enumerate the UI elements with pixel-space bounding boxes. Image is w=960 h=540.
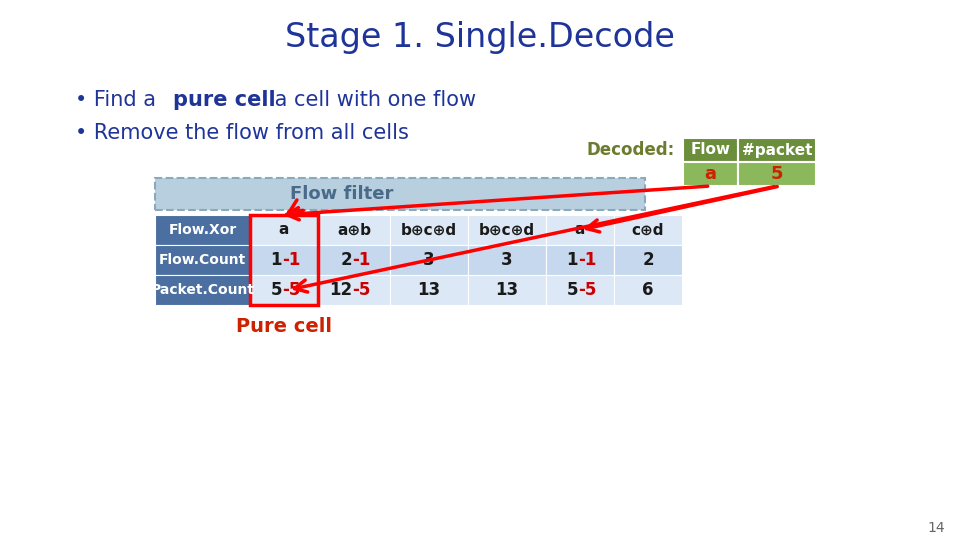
Bar — [614, 275, 682, 305]
Text: Flow filter: Flow filter — [290, 185, 393, 203]
Bar — [250, 215, 318, 305]
Text: : a cell with one flow: : a cell with one flow — [261, 90, 476, 110]
Bar — [250, 215, 318, 245]
Text: 12: 12 — [329, 281, 352, 299]
Text: • Remove the flow from all cells: • Remove the flow from all cells — [75, 123, 409, 143]
Text: pure cell: pure cell — [173, 90, 276, 110]
Text: 5: 5 — [771, 165, 783, 183]
Text: b⊕c⊕d: b⊕c⊕d — [479, 222, 535, 238]
Text: 5: 5 — [271, 281, 282, 299]
Bar — [390, 275, 468, 305]
Bar — [614, 245, 682, 275]
Text: a: a — [705, 165, 716, 183]
Bar — [250, 245, 318, 275]
Text: 13: 13 — [495, 281, 518, 299]
Text: c⊕d: c⊕d — [632, 222, 664, 238]
Text: -1: -1 — [282, 251, 300, 269]
Text: a⊕b: a⊕b — [337, 222, 371, 238]
Text: a: a — [575, 222, 586, 238]
Bar — [546, 275, 614, 305]
Text: 13: 13 — [418, 281, 441, 299]
Text: -1: -1 — [578, 251, 596, 269]
Text: 6: 6 — [642, 281, 654, 299]
Bar — [468, 275, 546, 305]
Bar — [155, 215, 250, 245]
Text: a: a — [278, 222, 289, 238]
Bar — [614, 215, 682, 245]
Text: 3: 3 — [501, 251, 513, 269]
Text: 1: 1 — [271, 251, 282, 269]
Text: Pure cell: Pure cell — [236, 318, 332, 336]
Bar — [390, 245, 468, 275]
Text: 5: 5 — [566, 281, 578, 299]
Text: Flow.Count: Flow.Count — [158, 253, 246, 267]
Bar — [738, 162, 816, 186]
Text: Stage 1. Single.Decode: Stage 1. Single.Decode — [285, 21, 675, 53]
Text: Flow: Flow — [690, 143, 731, 158]
Bar — [546, 245, 614, 275]
Bar — [683, 162, 738, 186]
Text: -5: -5 — [578, 281, 596, 299]
Text: Flow.Xor: Flow.Xor — [168, 223, 236, 237]
Text: 3: 3 — [423, 251, 435, 269]
Text: 2: 2 — [642, 251, 654, 269]
Bar — [318, 275, 390, 305]
Text: #packet: #packet — [742, 143, 812, 158]
Text: Decoded:: Decoded: — [587, 141, 675, 159]
Bar — [155, 178, 645, 210]
Text: -5: -5 — [282, 281, 300, 299]
Text: Packet.Count: Packet.Count — [151, 283, 254, 297]
Text: 1: 1 — [566, 251, 578, 269]
Text: -1: -1 — [352, 251, 371, 269]
Text: -5: -5 — [352, 281, 371, 299]
Bar — [318, 215, 390, 245]
Bar — [738, 138, 816, 162]
Text: 2: 2 — [341, 251, 352, 269]
Bar — [318, 245, 390, 275]
Bar — [155, 245, 250, 275]
Text: • Find a: • Find a — [75, 90, 162, 110]
Text: b⊕c⊕d: b⊕c⊕d — [401, 222, 457, 238]
Bar — [468, 245, 546, 275]
Bar — [468, 215, 546, 245]
Bar — [683, 138, 738, 162]
Bar — [546, 215, 614, 245]
Text: 14: 14 — [927, 521, 945, 535]
Bar — [250, 275, 318, 305]
Bar — [390, 215, 468, 245]
Bar — [155, 275, 250, 305]
